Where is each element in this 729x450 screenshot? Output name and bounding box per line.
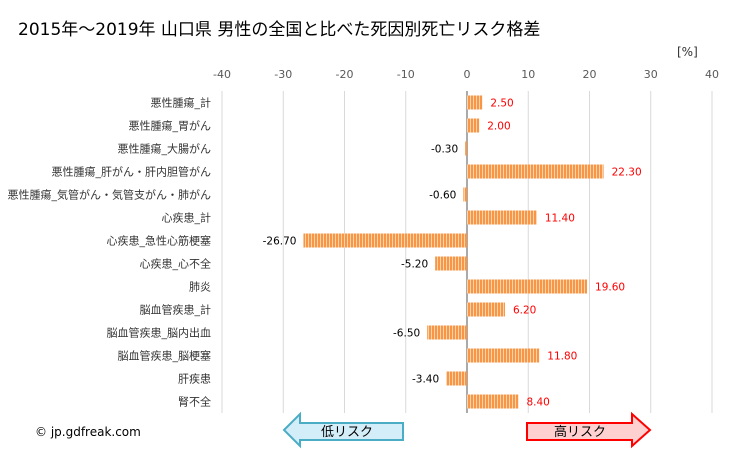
data-label: 2.50: [490, 98, 513, 110]
bar: [463, 187, 467, 202]
bar: [303, 233, 467, 248]
bar: [467, 164, 604, 179]
data-label: -5.20: [401, 259, 428, 271]
data-label: -3.40: [412, 374, 439, 386]
tick-label: 40: [705, 68, 719, 81]
low-risk-arrow: 低リスク: [282, 411, 404, 449]
category-label: 悪性腫瘍_肝がん・肝内胆管がん: [52, 165, 212, 179]
category-label: 脳血管疾患_脳内出血: [107, 326, 212, 340]
bar: [467, 95, 483, 110]
data-label: 19.60: [595, 282, 625, 294]
tick-label: 10: [521, 68, 535, 81]
category-label: 悪性腫瘍_計: [151, 96, 212, 110]
category-label: 肺炎: [189, 281, 211, 294]
tick-label: -20: [336, 68, 354, 81]
chart-title: 2015年～2019年 山口県 男性の全国と比べた死因別死亡リスク格差: [18, 20, 540, 40]
tick-label: -40: [213, 68, 231, 81]
unit-label: [%]: [677, 45, 698, 59]
tick-label: 0: [464, 68, 471, 81]
bar: [435, 256, 467, 271]
data-label: -0.60: [429, 190, 456, 202]
bar: [467, 348, 540, 363]
data-label: 2.00: [487, 121, 510, 133]
tick-label: -10: [397, 68, 415, 81]
category-label: 肝疾患: [178, 372, 211, 386]
category-label: 腎不全: [178, 395, 211, 409]
category-label: 心疾患_急性心筋梗塞: [107, 234, 212, 248]
category-label: 悪性腫瘍_気管がん・気管支がん・肺がん: [8, 188, 212, 202]
category-label: 脳血管疾患_計: [140, 303, 212, 317]
category-label: 心疾患_心不全: [140, 257, 212, 271]
data-label: -26.70: [263, 236, 297, 248]
tick-label: 30: [644, 68, 658, 81]
category-label: 悪性腫瘍_胃がん: [129, 119, 212, 133]
high-risk-label: 高リスク: [554, 424, 606, 440]
tick-label: -30: [274, 68, 292, 81]
bar: [467, 302, 505, 317]
data-label: -0.30: [431, 144, 458, 156]
data-label: 8.40: [526, 397, 549, 409]
data-label: 11.80: [547, 351, 577, 363]
bar: [465, 141, 467, 156]
bar: [467, 279, 588, 294]
bar: [467, 118, 480, 133]
tick-label: 20: [583, 68, 597, 81]
bar: [446, 371, 467, 386]
data-label: 6.20: [513, 305, 536, 317]
data-label: -6.50: [393, 328, 420, 340]
copyright: © jp.gdfreak.com: [35, 425, 141, 439]
data-label: 22.30: [612, 167, 642, 179]
category-label: 悪性腫瘍_大腸がん: [118, 142, 212, 156]
high-risk-arrow: 高リスク: [526, 411, 652, 449]
bar: [467, 210, 537, 225]
category-label: 心疾患_計: [162, 211, 212, 225]
data-label: 11.40: [545, 213, 575, 225]
bar: [467, 394, 519, 409]
low-risk-label: 低リスク: [321, 425, 373, 440]
bar: [427, 325, 467, 340]
category-label: 脳血管疾患_脳梗塞: [118, 349, 212, 363]
